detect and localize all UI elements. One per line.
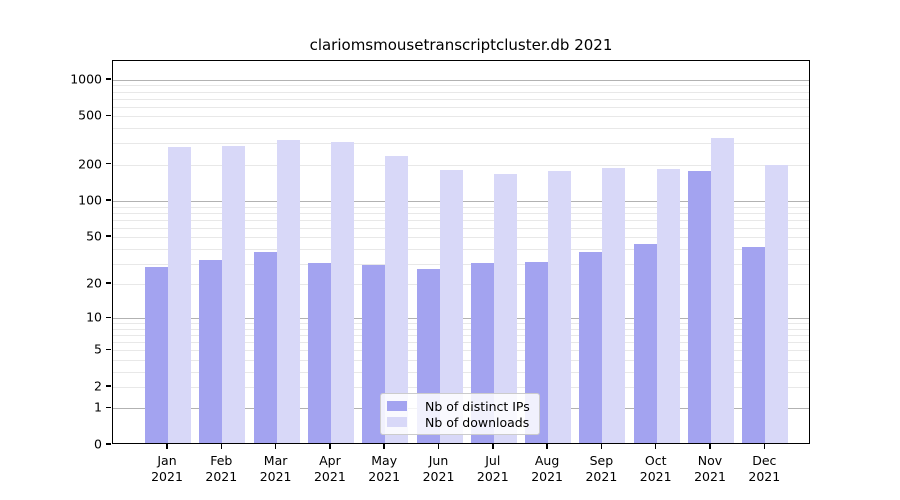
x-tick-label-nov: Nov 2021 (694, 453, 726, 484)
legend-swatch-downloads (387, 417, 407, 427)
x-tick-label-jun: Jun 2021 (422, 453, 455, 484)
gridline-minor-700 (113, 98, 809, 100)
bar-distinct-ips-apr (307, 263, 331, 443)
x-tick-sep (600, 444, 603, 449)
y-tick-1 (106, 406, 111, 409)
y-tick-label-0: 0 (94, 436, 102, 452)
plot-area: Nb of distinct IPs Nb of downloads (112, 60, 810, 444)
x-tick-oct (654, 444, 657, 449)
bar-distinct-ips-mar (253, 252, 277, 443)
y-tick-200 (106, 162, 111, 165)
gridline-minor-800 (113, 91, 809, 93)
bar-downloads-mar (276, 139, 300, 443)
gridline-minor-400 (113, 128, 809, 130)
y-tick-label-10: 10 (86, 309, 102, 325)
x-tick-label-oct: Oct 2021 (639, 453, 672, 484)
y-tick-5 (106, 348, 111, 351)
x-tick-mar (274, 444, 277, 449)
gridline-minor-900 (113, 85, 809, 87)
x-tick-may (383, 444, 385, 449)
x-tick-label-may: May 2021 (368, 453, 401, 484)
bar-distinct-ips-sep (579, 252, 603, 443)
y-tick-0 (106, 443, 111, 445)
x-tick-label-feb: Feb 2021 (205, 453, 238, 484)
x-tick-label-dec: Dec 2021 (748, 453, 781, 484)
gridline-minor-500 (113, 116, 809, 118)
y-tick-label-500: 500 (78, 107, 102, 123)
legend-swatch-distinct-ips (387, 401, 407, 411)
x-tick-aug (546, 444, 548, 449)
y-tick-500 (106, 114, 111, 117)
x-tick-apr (329, 444, 331, 449)
x-tick-label-jul: Jul 2021 (476, 453, 509, 484)
legend-label-distinct-ips: Nb of distinct IPs (425, 398, 530, 414)
bar-downloads-feb (222, 145, 246, 443)
y-tick-label-20: 20 (86, 275, 102, 291)
bar-distinct-ips-dec (742, 246, 766, 443)
y-tick-label-2: 2 (94, 378, 102, 394)
bar-downloads-jan (168, 146, 191, 443)
gridline-minor-600 (113, 106, 809, 108)
y-tick-label-50: 50 (86, 228, 102, 244)
x-tick-jun (437, 444, 440, 449)
bar-downloads-nov (711, 138, 734, 443)
y-tick-label-5: 5 (94, 341, 102, 357)
gridline-major-1000 (113, 79, 809, 81)
legend-item-distinct-ips: Nb of distinct IPs (387, 398, 533, 414)
x-tick-label-mar: Mar 2021 (259, 453, 292, 484)
bar-downloads-jun (439, 169, 463, 443)
bar-downloads-may (385, 155, 409, 443)
y-tick-label-1000: 1000 (70, 71, 102, 87)
bar-downloads-apr (330, 142, 354, 443)
gridline-minor-200 (113, 164, 809, 166)
bar-distinct-ips-oct (633, 244, 657, 443)
legend-item-downloads: Nb of downloads (387, 414, 533, 430)
x-tick-label-aug: Aug 2021 (531, 453, 563, 484)
x-tick-feb (220, 444, 223, 449)
y-tick-10 (106, 316, 111, 319)
legend-label-downloads: Nb of downloads (425, 414, 530, 430)
bar-distinct-ips-feb (199, 259, 223, 443)
chart-title: clariomsmousetranscriptcluster.db 2021 (309, 36, 613, 54)
x-tick-jul (492, 444, 494, 449)
x-tick-label-apr: Apr 2021 (313, 453, 346, 484)
legend: Nb of distinct IPs Nb of downloads (380, 393, 540, 435)
bar-distinct-ips-nov (688, 171, 711, 443)
x-tick-dec (763, 444, 766, 449)
bar-downloads-aug (548, 171, 572, 443)
x-tick-jan (166, 444, 168, 449)
bar-downloads-oct (656, 168, 680, 443)
bar-distinct-ips-may (362, 265, 386, 443)
y-tick-100 (106, 199, 111, 201)
bar-downloads-dec (765, 165, 789, 443)
x-tick-nov (709, 444, 711, 449)
y-tick-label-200: 200 (78, 156, 102, 172)
y-tick-50 (106, 235, 111, 237)
x-tick-label-jan: Jan 2021 (151, 453, 183, 484)
gridline-minor-300 (113, 143, 809, 145)
y-tick-1000 (106, 78, 111, 80)
x-tick-label-sep: Sep 2021 (585, 453, 618, 484)
bar-distinct-ips-jan (145, 266, 168, 443)
bar-downloads-sep (602, 167, 626, 443)
y-tick-label-1: 1 (94, 399, 102, 415)
y-tick-20 (106, 282, 111, 284)
y-tick-2 (106, 385, 111, 387)
y-tick-label-100: 100 (78, 192, 102, 208)
bar-downloads-jul (493, 174, 517, 443)
